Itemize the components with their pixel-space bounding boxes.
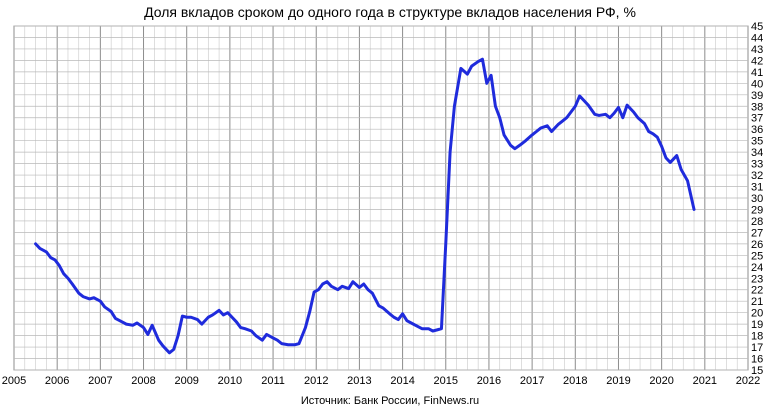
y-tick-label: 19 [751,319,763,331]
y-tick-label: 36 [751,124,763,136]
chart-source: Источник: Банк России, FinNews.ru [300,395,480,407]
x-tick-label: 2020 [649,375,673,387]
x-tick-label: 2010 [218,375,242,387]
y-tick-label: 29 [751,204,763,216]
y-tick-label: 33 [751,159,763,171]
y-tick-label: 41 [751,67,763,79]
x-tick-label: 2022 [736,375,760,387]
y-tick-label: 23 [751,273,763,285]
y-tick-label: 16 [751,354,763,366]
x-tick-label: 2007 [88,375,112,387]
y-tick-label: 20 [751,308,763,320]
series-line-1 [34,57,696,355]
y-tick-label: 37 [751,113,763,125]
y-tick-label: 17 [751,342,763,354]
x-tick-label: 2008 [131,375,155,387]
y-tick-label: 24 [751,262,763,274]
x-tick-label: 2017 [520,375,544,387]
y-tick-label: 45 [751,21,763,33]
y-tick-label: 32 [751,170,763,182]
y-tick-label: 40 [751,78,763,90]
x-tick-label: 2015 [434,375,458,387]
y-tick-label: 43 [751,44,763,56]
y-tick-label: 22 [751,285,763,297]
y-tick-label: 28 [751,216,763,228]
x-tick-label: 2013 [347,375,371,387]
x-tick-label: 2014 [390,375,414,387]
y-tick-label: 38 [751,101,763,113]
y-tick-label: 27 [751,227,763,239]
x-tick-label: 2005 [2,375,26,387]
y-tick-label: 31 [751,182,763,194]
x-tick-label: 2019 [606,375,630,387]
x-tick-label: 2018 [563,375,587,387]
y-tick-label: 21 [751,296,763,308]
x-tick-label: 2021 [693,375,717,387]
y-tick-label: 35 [751,136,763,148]
y-tick-label: 18 [751,331,763,343]
x-tick-label: 2006 [45,375,69,387]
y-tick-label: 15 [751,365,763,377]
y-tick-label: 25 [751,250,763,262]
x-tick-label: 2011 [261,375,285,387]
y-tick-label: 39 [751,90,763,102]
x-tick-label: 2012 [304,375,328,387]
chart-title: Доля вкладов сроком до одного года в стр… [144,4,636,20]
x-tick-label: 2016 [477,375,501,387]
y-tick-label: 30 [751,193,763,205]
y-tick-label: 26 [751,239,763,251]
x-tick-label: 2009 [174,375,198,387]
y-tick-label: 44 [751,32,763,44]
y-tick-label: 34 [751,147,763,159]
y-tick-label: 42 [751,55,763,67]
